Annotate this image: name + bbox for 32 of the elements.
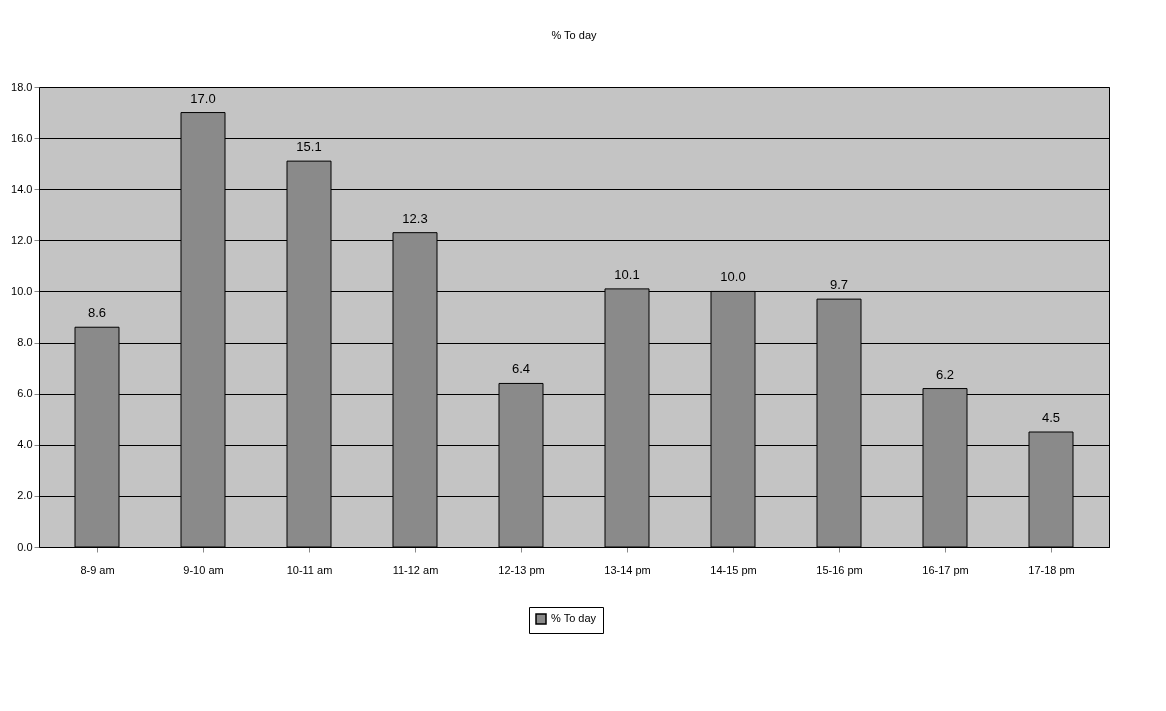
- data-label: 4.5: [1041, 410, 1061, 425]
- y-tick-label: 2.0: [17, 489, 33, 502]
- data-label: 15.1: [296, 139, 322, 155]
- x-tick-label: 16-17 pm: [922, 563, 969, 576]
- y-tick-label: 4.0: [17, 438, 33, 451]
- data-label: 8.6: [87, 305, 107, 321]
- y-tick-label: 18.0: [11, 80, 33, 93]
- data-label: 17.0: [190, 90, 216, 106]
- x-tick-label: 17-18 pm: [1028, 563, 1075, 576]
- y-tick-label: 0.0: [17, 540, 33, 553]
- x-tick-label: 11-12 am: [392, 563, 439, 576]
- x-tick-label: 10-11 am: [286, 563, 333, 576]
- data-label: 12.3: [402, 210, 428, 226]
- legend-label: % To day: [551, 612, 597, 624]
- y-tick-label: 6.0: [17, 387, 33, 400]
- y-tick-label: 8.0: [17, 336, 33, 349]
- data-label: 10.0: [720, 269, 746, 285]
- y-tick-label: 10.0: [11, 284, 33, 297]
- x-tick-label: 13-14 pm: [604, 563, 651, 576]
- x-tick-label: 9-10 am: [183, 563, 224, 576]
- x-tick-label: 12-13 pm: [498, 563, 545, 576]
- y-tick-label: 14.0: [11, 182, 33, 195]
- data-label: 9.7: [829, 277, 849, 293]
- y-tick-label: 16.0: [11, 131, 33, 144]
- x-tick-label: 14-15 pm: [710, 563, 757, 576]
- data-label: 6.2: [935, 366, 955, 382]
- x-tick-label: 15-16 pm: [816, 563, 863, 576]
- y-tick-label: 12.0: [11, 233, 33, 246]
- data-label: 6.4: [511, 361, 531, 377]
- x-tick-label: 8-9 am: [80, 563, 115, 576]
- data-label: 10.1: [614, 266, 640, 282]
- chart-title: % To day: [551, 29, 598, 41]
